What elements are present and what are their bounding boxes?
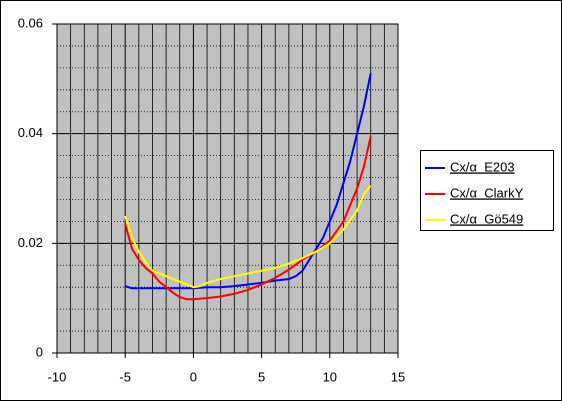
legend-label: Cx/α E203 <box>450 159 515 174</box>
legend-label: Cx/α Gö549 <box>450 211 523 226</box>
x-tick-label: 15 <box>391 369 405 384</box>
x-tick-label: -10 <box>48 369 67 384</box>
legend-box <box>420 150 554 231</box>
plot-area <box>57 24 398 353</box>
y-tick-label: 0 <box>36 344 43 359</box>
x-tick-label: 0 <box>190 369 197 384</box>
x-tick-label: 10 <box>323 369 337 384</box>
x-tick-label: 5 <box>258 369 265 384</box>
plot-border <box>56 23 399 354</box>
legend-label: Cx/α ClarkY <box>450 185 524 200</box>
y-tick-label: 0.02 <box>18 235 43 250</box>
series-line <box>124 185 372 289</box>
x-tick-label: -5 <box>119 369 131 384</box>
series-line <box>124 136 372 301</box>
y-tick-label: 0.04 <box>18 125 43 140</box>
y-tick-label: 0.06 <box>18 15 43 30</box>
